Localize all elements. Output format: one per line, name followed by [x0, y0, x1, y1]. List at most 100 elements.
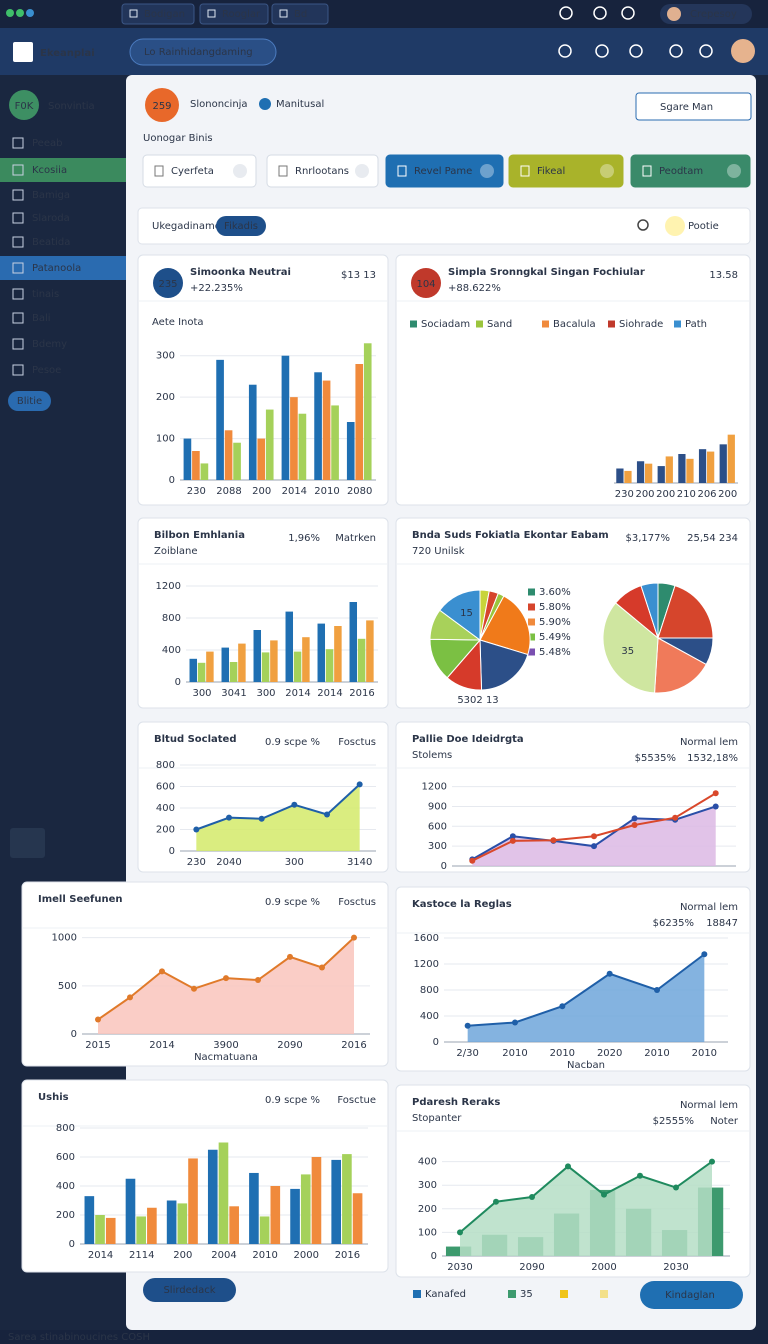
pie-slice [640, 582, 659, 639]
menu-icon [12, 189, 24, 201]
bar [224, 430, 233, 480]
card-badge-text: 235 [158, 279, 177, 290]
action-button[interactable] [385, 154, 504, 188]
point [469, 857, 476, 864]
search[interactable] [129, 38, 277, 66]
page-action[interactable] [635, 92, 752, 121]
bar [686, 458, 694, 483]
action-button[interactable] [142, 154, 257, 188]
sidebar-tool[interactable] [10, 828, 45, 858]
bar [707, 451, 715, 483]
point [529, 1194, 535, 1200]
point [512, 1019, 518, 1026]
y-tick-label: 200 [156, 825, 175, 836]
bar [363, 343, 372, 480]
y-tick-label: 800 [56, 1123, 75, 1134]
pie-slice [479, 595, 531, 656]
point [701, 951, 708, 958]
legend-label: 5.48% [539, 647, 571, 658]
menu-item[interactable]: Patanoola [32, 263, 81, 274]
footer-legend-label: 35 [520, 1289, 533, 1300]
footer-swatch [600, 1290, 608, 1298]
card-stat: $3,177% [626, 533, 671, 544]
card-stat: 1532,18% [687, 753, 738, 764]
bar [290, 1188, 300, 1244]
x-tick-label: 200 [173, 1250, 192, 1261]
bar [253, 630, 262, 682]
x-tick-label: 200 [252, 486, 271, 497]
x-tick-label: 2014 [88, 1250, 113, 1261]
filter-option[interactable]: Pootie [688, 221, 719, 232]
card-title: Bltud Soclated [154, 734, 237, 745]
x-tick-label: 2090 [277, 1040, 302, 1051]
tab-icon [279, 9, 288, 18]
legend-label: 5.90% [539, 617, 571, 628]
page-action-label: Sgare Man [660, 102, 713, 113]
menu-item[interactable]: Kcosiia [32, 165, 67, 176]
tab[interactable] [121, 3, 195, 25]
y-tick-label: 400 [418, 1157, 437, 1168]
pie-slice [479, 639, 529, 691]
menu-icon [12, 164, 24, 176]
y-tick-label: 100 [418, 1227, 437, 1238]
y-tick-label: 500 [58, 981, 77, 992]
menu-item[interactable]: Beatida [32, 237, 70, 248]
card-stat: Normal lem [680, 1100, 738, 1111]
header-icon [595, 44, 609, 58]
footer-action[interactable] [640, 1281, 743, 1309]
x-tick-label: 2114 [129, 1250, 154, 1261]
card-title: Imell Seefunen [38, 894, 123, 905]
x-tick-label: 200 [656, 489, 675, 500]
y-tick-label: 1200 [156, 581, 181, 592]
y-tick-label: 0 [175, 677, 181, 688]
page-tag-dot [259, 98, 271, 110]
menu-item[interactable]: tinais [32, 289, 59, 300]
card [395, 254, 751, 506]
point [591, 833, 597, 840]
tab[interactable] [199, 3, 269, 25]
menu-icon [12, 137, 24, 149]
x-tick-label: 2000 [294, 1250, 319, 1261]
y-tick-label: 600 [56, 1152, 75, 1163]
card-stat: Normal lem [680, 737, 738, 748]
bar [325, 649, 334, 682]
footer-button[interactable] [143, 1278, 236, 1302]
x-tick-label: 3900 [213, 1040, 238, 1051]
action-button[interactable] [266, 154, 379, 188]
point [193, 826, 200, 833]
sidebar-button[interactable] [8, 391, 51, 411]
bar [342, 1154, 352, 1244]
menu-item[interactable]: Pesoe [32, 365, 61, 376]
y-tick-label: 1200 [422, 782, 447, 793]
menu-icon [12, 338, 24, 350]
footer-legend-swatch [508, 1290, 516, 1298]
point [601, 1191, 607, 1198]
bar [331, 405, 339, 480]
sidebar-avatar-text: F0K [15, 101, 34, 112]
pie-label: 35 [621, 646, 634, 657]
action-button[interactable] [508, 154, 624, 188]
tab[interactable] [271, 3, 329, 25]
point [356, 781, 363, 788]
y-tick-label: 0 [433, 1037, 439, 1048]
menu-item[interactable]: Bdemy [32, 339, 67, 350]
filter-chip[interactable] [216, 216, 266, 236]
menu-icon [12, 212, 24, 224]
menu-item[interactable]: Bali [32, 313, 51, 324]
button-icon [642, 165, 652, 177]
window-dot [26, 9, 34, 17]
bar [249, 1172, 259, 1244]
button-badge [355, 164, 369, 178]
action-button[interactable] [630, 154, 751, 188]
y-tick-label: 600 [156, 782, 175, 793]
user-pill[interactable] [660, 4, 752, 24]
point [226, 814, 232, 821]
y-tick-label: 400 [162, 645, 181, 656]
bar [317, 623, 326, 682]
menu-item[interactable]: Slaroda [32, 213, 70, 224]
x-axis-title: Nacmatuana [194, 1052, 258, 1063]
window-dot [6, 9, 14, 17]
menu-item[interactable]: Peeab [32, 138, 62, 149]
menu-item[interactable]: Bamiga [32, 190, 70, 201]
menu-icon [12, 312, 24, 324]
